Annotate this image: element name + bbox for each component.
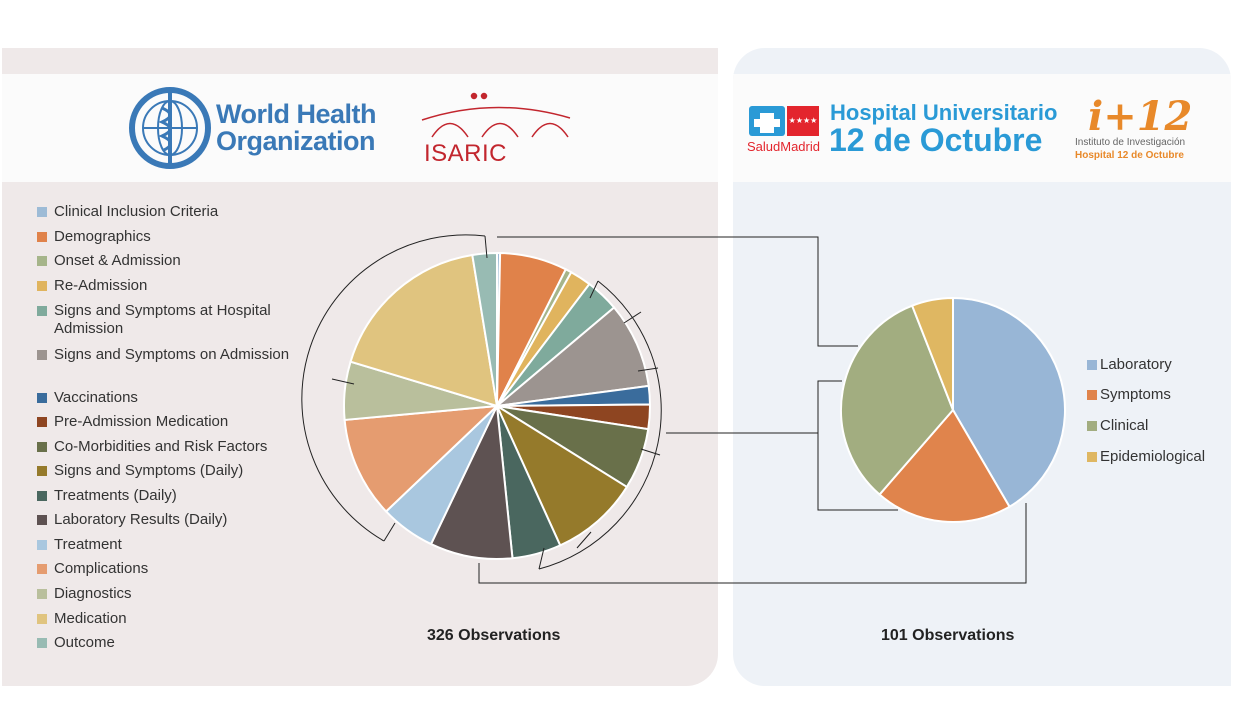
legend-label: Epidemiological bbox=[1100, 448, 1206, 465]
legend-label: Medication bbox=[54, 610, 127, 627]
legend-swatch bbox=[37, 306, 47, 316]
svg-text:★★★★: ★★★★ bbox=[789, 116, 818, 125]
legend-label: Symptoms bbox=[1100, 386, 1171, 403]
legend-swatch bbox=[37, 515, 47, 525]
right-chart-title: 101 Observations bbox=[881, 627, 1015, 644]
legend-label: Diagnostics bbox=[54, 585, 132, 602]
bracket-arc-right-group bbox=[538, 280, 662, 570]
left-pie-slice-signs-and-symptoms-on-admission bbox=[493, 306, 650, 408]
who-name: World Health Organization bbox=[216, 99, 377, 156]
legend-swatch bbox=[1087, 360, 1097, 370]
legend-swatch bbox=[37, 232, 47, 242]
legend-label: Signs and Symptoms (Daily) bbox=[54, 462, 244, 479]
hospital-name-line1: Hospital Universitario bbox=[830, 100, 1058, 125]
legend-label: Co-Morbidities and Risk Factors bbox=[54, 438, 268, 455]
right-pie-slice-laboratory bbox=[952, 296, 1066, 509]
legend-swatch bbox=[37, 614, 47, 624]
legend-swatch bbox=[37, 564, 47, 574]
legend-swatch bbox=[37, 540, 47, 550]
legend-label: Pre-Admission Medication bbox=[54, 413, 229, 430]
right-pie-slice-clinical bbox=[840, 304, 955, 496]
left-pie-slice-medication bbox=[349, 253, 499, 408]
saludmadrid-logo-icon: ★★★★ bbox=[749, 106, 819, 136]
isaric-bridge-icon bbox=[421, 92, 571, 138]
legend-label: Signs and Symptoms on Admission bbox=[54, 346, 290, 363]
institute-line2: Hospital 12 de Octubre bbox=[1075, 150, 1184, 161]
right-pie-chart bbox=[840, 296, 1066, 523]
legend-label: Vaccinations bbox=[54, 389, 138, 406]
legend-swatch bbox=[37, 393, 47, 403]
legend-swatch bbox=[1087, 421, 1097, 431]
legend-swatch bbox=[37, 491, 47, 501]
saludmadrid-name: SaludMadrid bbox=[747, 139, 820, 154]
legend-swatch bbox=[37, 589, 47, 599]
legend-swatch bbox=[37, 417, 47, 427]
legend-swatch bbox=[37, 281, 47, 291]
left-logo-band bbox=[2, 74, 718, 182]
i12-logo-icon: i+12 bbox=[1088, 93, 1192, 140]
legend-label: Laboratory Results (Daily) bbox=[54, 511, 228, 528]
left-pie-slice-laboratory-results-daily bbox=[429, 402, 514, 560]
i12-text: i+12 bbox=[1088, 93, 1192, 140]
left-chart-title: 326 Observations bbox=[427, 627, 561, 644]
left-pie-chart bbox=[343, 251, 652, 560]
legend-label: Onset & Admission bbox=[54, 252, 181, 269]
isaric-name: ISARIC bbox=[424, 140, 508, 167]
left-pie-slice-signs-and-symptoms-daily bbox=[494, 403, 629, 547]
legend-swatch bbox=[37, 207, 47, 217]
legend-swatch bbox=[1087, 390, 1097, 400]
legend-label: Complications bbox=[54, 560, 149, 577]
left-pie-slice-complications bbox=[343, 404, 500, 513]
legend-swatch bbox=[37, 350, 47, 360]
legend-label: Clinical bbox=[1100, 417, 1149, 434]
who-emblem-icon bbox=[129, 87, 211, 169]
legend-label: Clinical Inclusion Criteria bbox=[54, 203, 219, 220]
legend-label: Re-Admission bbox=[54, 277, 148, 294]
right-pie-slice-epidemiological bbox=[910, 296, 954, 411]
left-group-brackets bbox=[301, 234, 662, 570]
who-line2: Organization bbox=[216, 126, 376, 156]
legend-label: Outcome bbox=[54, 634, 115, 651]
legend-label: Treatments (Daily) bbox=[54, 487, 177, 504]
legend-label: Signs and Symptoms at Hospital Admission bbox=[54, 302, 271, 337]
legend-label: Laboratory bbox=[1100, 356, 1172, 373]
legend-swatch bbox=[37, 442, 47, 452]
right-pie-slice-symptoms bbox=[878, 408, 1011, 523]
right-panel bbox=[733, 48, 1231, 686]
left-pie-slice-outcome bbox=[471, 251, 498, 407]
bracket-arc-left-group bbox=[301, 234, 486, 542]
legend-swatch bbox=[37, 638, 47, 648]
who-line1: World Health bbox=[216, 99, 377, 129]
hospital-name-line2: 12 de Octubre bbox=[829, 122, 1043, 158]
legend-label: Treatment bbox=[54, 536, 122, 553]
legend-label: Demographics bbox=[54, 228, 151, 245]
legend-swatch bbox=[37, 256, 47, 266]
legend-swatch bbox=[1087, 452, 1097, 462]
legend-swatch bbox=[37, 466, 47, 476]
connector-lines bbox=[478, 236, 1027, 584]
institute-line1: Instituto de Investigación bbox=[1075, 137, 1186, 148]
